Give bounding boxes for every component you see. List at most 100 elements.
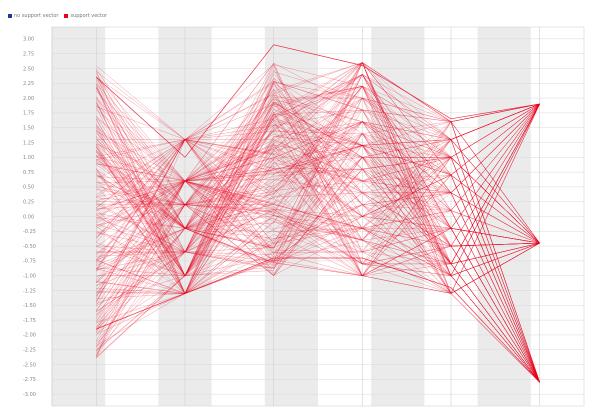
series-line xyxy=(96,124,540,383)
series-line xyxy=(96,139,540,244)
series-line xyxy=(96,102,540,383)
series-line xyxy=(96,215,540,294)
series-line xyxy=(96,103,540,294)
plot-border xyxy=(51,26,585,407)
series-line xyxy=(96,180,540,280)
series-line xyxy=(96,101,540,356)
series-line xyxy=(96,131,540,383)
series-line xyxy=(96,80,540,277)
series-line xyxy=(96,145,540,351)
series-line xyxy=(96,74,540,383)
series-line xyxy=(96,74,540,383)
series-line xyxy=(96,102,540,294)
y-tick-label: -0.50 xyxy=(23,244,36,250)
series-line xyxy=(96,99,540,244)
series-line xyxy=(96,180,540,383)
series-line xyxy=(96,121,540,277)
legend: no support vector support vector xyxy=(8,11,107,21)
series-line xyxy=(96,139,540,294)
series-line xyxy=(96,257,540,383)
series-line xyxy=(96,102,540,294)
series-line xyxy=(96,69,540,383)
series-line xyxy=(96,103,540,316)
series-line xyxy=(96,94,540,383)
series-line xyxy=(96,74,540,334)
series-line xyxy=(96,116,540,383)
series-line xyxy=(96,81,540,294)
series-line xyxy=(96,97,540,383)
series-line xyxy=(96,103,540,265)
series-line xyxy=(96,141,540,244)
series-line xyxy=(96,70,540,295)
series-line xyxy=(96,142,540,244)
series-line xyxy=(96,103,540,266)
y-tick-label: 1.50 xyxy=(23,125,34,131)
series-line xyxy=(96,85,540,383)
y-tick-label: -2.75 xyxy=(23,377,36,383)
series-line xyxy=(96,145,540,383)
series-line xyxy=(96,85,540,383)
series-line xyxy=(96,123,540,383)
series-line xyxy=(96,103,540,324)
series-line xyxy=(96,103,540,294)
series-line xyxy=(96,103,540,276)
series-line xyxy=(96,62,540,277)
series-line xyxy=(96,168,540,269)
y-tick-label: 1.75 xyxy=(23,111,34,117)
y-tick-label: -0.25 xyxy=(23,229,36,235)
series-line xyxy=(96,138,540,277)
series-line xyxy=(96,168,540,383)
series-line xyxy=(96,156,540,383)
y-tick-label: 0.00 xyxy=(23,214,34,220)
series-line xyxy=(96,80,540,244)
series-line xyxy=(96,118,540,383)
series-line xyxy=(96,180,540,383)
series-line xyxy=(96,103,540,236)
y-tick-label: 1.25 xyxy=(23,140,34,146)
series-line xyxy=(96,85,540,357)
series-line xyxy=(96,103,540,229)
series-line xyxy=(96,61,540,383)
series-line xyxy=(96,62,540,383)
series-line xyxy=(96,145,540,383)
series-line xyxy=(96,62,540,383)
series-line xyxy=(96,124,540,383)
series-line xyxy=(96,104,540,249)
y-tick-label: -1.00 xyxy=(23,274,36,280)
series-line xyxy=(96,133,540,265)
series-line xyxy=(96,144,540,276)
series-line xyxy=(96,97,540,383)
series-line xyxy=(96,62,540,182)
series-line xyxy=(96,121,540,383)
series-line xyxy=(96,103,540,265)
series-line xyxy=(96,103,540,277)
series-line xyxy=(96,78,540,277)
legend-item-no-support-vector[interactable]: no support vector xyxy=(8,13,58,19)
series-line xyxy=(96,101,540,358)
series-line xyxy=(96,111,540,277)
series-line xyxy=(96,133,540,328)
series-line xyxy=(96,85,540,383)
series-line xyxy=(96,144,540,276)
y-tick-label: 0.25 xyxy=(23,199,34,205)
series-line xyxy=(96,82,540,346)
y-tick-label: -2.50 xyxy=(23,362,36,368)
series-line xyxy=(96,77,540,244)
series-line xyxy=(96,74,540,253)
series-line xyxy=(96,97,540,383)
series-line xyxy=(96,84,540,383)
series-line xyxy=(96,103,540,286)
series-line xyxy=(96,101,540,247)
series-line xyxy=(96,121,540,383)
series-line xyxy=(96,120,540,383)
series-line xyxy=(96,109,540,383)
series-line xyxy=(96,61,540,383)
series-line xyxy=(96,74,540,276)
series-line xyxy=(96,103,540,229)
y-tick-label: 2.00 xyxy=(23,96,34,102)
series-line xyxy=(96,76,540,247)
series-line xyxy=(96,76,540,253)
series-line xyxy=(96,85,540,253)
legend-item-support-vector[interactable]: support vector xyxy=(64,13,107,19)
